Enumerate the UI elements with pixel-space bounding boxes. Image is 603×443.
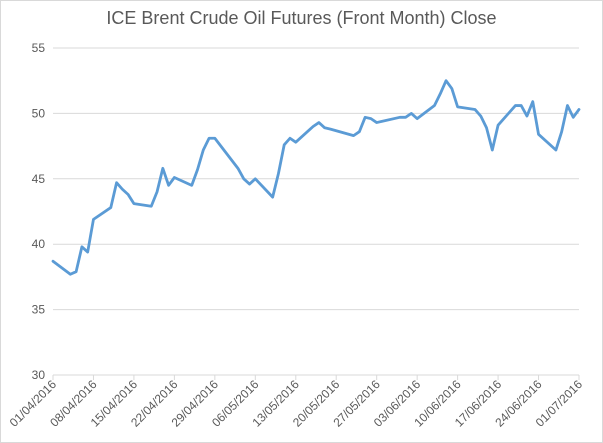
- data-point: [410, 112, 413, 115]
- data-point: [213, 137, 216, 140]
- data-point: [317, 121, 320, 124]
- data-point: [236, 167, 239, 170]
- data-point: [115, 181, 118, 184]
- data-point: [560, 130, 563, 133]
- data-point: [288, 137, 291, 140]
- data-point: [375, 121, 378, 124]
- data-point: [80, 245, 83, 248]
- data-point: [254, 177, 257, 180]
- y-tick-label: 45: [32, 172, 46, 186]
- data-point: [150, 205, 153, 208]
- data-point: [156, 190, 159, 193]
- data-point: [364, 116, 367, 119]
- data-point: [277, 172, 280, 175]
- data-point: [398, 116, 401, 119]
- data-point: [329, 128, 332, 131]
- data-point: [358, 130, 361, 133]
- y-tick-label: 30: [32, 368, 46, 382]
- data-point: [433, 104, 436, 107]
- chart-title: ICE Brent Crude Oil Futures (Front Month…: [106, 8, 497, 28]
- data-point: [202, 149, 205, 152]
- data-point: [242, 177, 245, 180]
- data-point: [121, 188, 124, 191]
- data-point: [456, 105, 459, 108]
- data-point: [439, 92, 442, 95]
- data-point: [173, 176, 176, 179]
- data-point: [537, 133, 540, 136]
- data-point: [294, 141, 297, 144]
- data-point: [271, 196, 274, 199]
- data-point: [531, 100, 534, 103]
- data-point: [190, 184, 193, 187]
- data-point: [578, 108, 581, 111]
- data-point: [323, 126, 326, 129]
- y-tick-label: 55: [32, 41, 46, 55]
- data-point: [167, 184, 170, 187]
- data-point: [312, 125, 315, 128]
- y-tick-label: 40: [32, 237, 46, 251]
- price-line: [51, 79, 581, 276]
- data-point: [161, 167, 164, 170]
- data-point: [566, 104, 569, 107]
- data-point: [86, 251, 89, 254]
- data-point: [497, 124, 500, 127]
- data-point: [554, 149, 557, 152]
- data-point: [69, 273, 72, 276]
- data-point: [196, 168, 199, 171]
- data-point: [416, 117, 419, 120]
- data-point: [491, 149, 494, 152]
- data-point: [283, 143, 286, 146]
- data-point: [473, 108, 476, 111]
- data-point: [208, 137, 211, 140]
- data-point: [520, 104, 523, 107]
- data-point: [479, 115, 482, 118]
- data-point: [352, 134, 355, 137]
- data-point: [572, 116, 575, 119]
- data-point: [445, 79, 448, 82]
- data-point: [75, 270, 78, 273]
- y-tick-label: 50: [32, 106, 46, 120]
- data-point: [92, 218, 95, 221]
- data-point: [52, 260, 55, 263]
- data-point: [132, 202, 135, 205]
- data-point: [404, 116, 407, 119]
- data-point: [514, 104, 517, 107]
- data-point: [525, 115, 528, 118]
- data-point: [127, 193, 130, 196]
- data-point: [248, 183, 251, 186]
- y-tick-label: 35: [32, 303, 46, 317]
- data-point: [485, 126, 488, 129]
- data-point: [369, 117, 372, 120]
- data-point: [450, 87, 453, 90]
- data-point: [109, 206, 112, 209]
